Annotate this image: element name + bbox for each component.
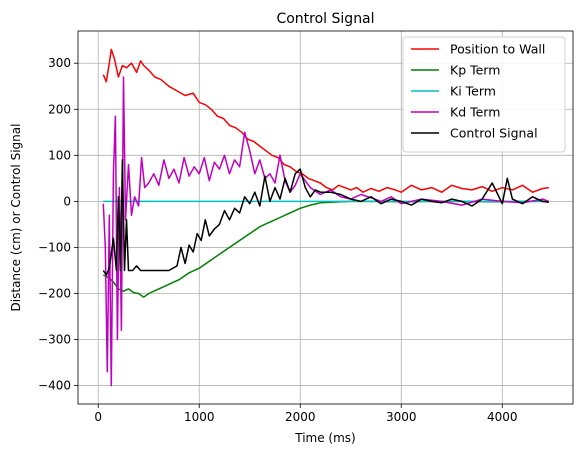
- chart-title: Control Signal: [276, 11, 374, 27]
- axis-ticks: 0 1000 2000 3000 4000 −400 −300 −200 −100 0 100 200…: [38, 56, 518, 424]
- y-tick-label: 300: [48, 56, 71, 70]
- x-tick-label: 3000: [386, 410, 417, 424]
- legend: Position to Wall Kp Term Ki Term Kd Term Con…: [402, 36, 566, 153]
- series-line-position-to-wall: [102, 48, 549, 193]
- y-tick-label: −400: [38, 379, 71, 393]
- y-tick-label: −200: [38, 286, 71, 300]
- legend-label-control-signal: Control Signal: [450, 126, 538, 141]
- legend-label-kd-term: Kd Term: [450, 105, 500, 120]
- x-tick-label: 0: [94, 410, 102, 424]
- series-line-control-signal: [102, 159, 549, 276]
- x-axis-label: Time (ms): [294, 431, 356, 445]
- x-tick-label: 2000: [285, 410, 316, 424]
- legend-label-position-to-wall: Position to Wall: [450, 42, 545, 57]
- x-tick-label: 4000: [487, 410, 518, 424]
- legend-label-ki-term: Ki Term: [450, 84, 496, 99]
- legend-label-kp-term: Kp Term: [450, 63, 500, 78]
- y-tick-label: 200: [48, 102, 71, 116]
- plot-series: [102, 48, 550, 387]
- y-tick-label: 0: [63, 194, 71, 208]
- y-tick-label: 100: [48, 148, 71, 162]
- y-axis-label: Distance (cm) or Control Signal: [9, 124, 23, 312]
- legend-box: [402, 36, 566, 153]
- y-tick-label: −100: [38, 240, 71, 254]
- x-tick-label: 1000: [184, 410, 215, 424]
- y-tick-label: −300: [38, 333, 71, 347]
- plot-frame: [77, 30, 574, 405]
